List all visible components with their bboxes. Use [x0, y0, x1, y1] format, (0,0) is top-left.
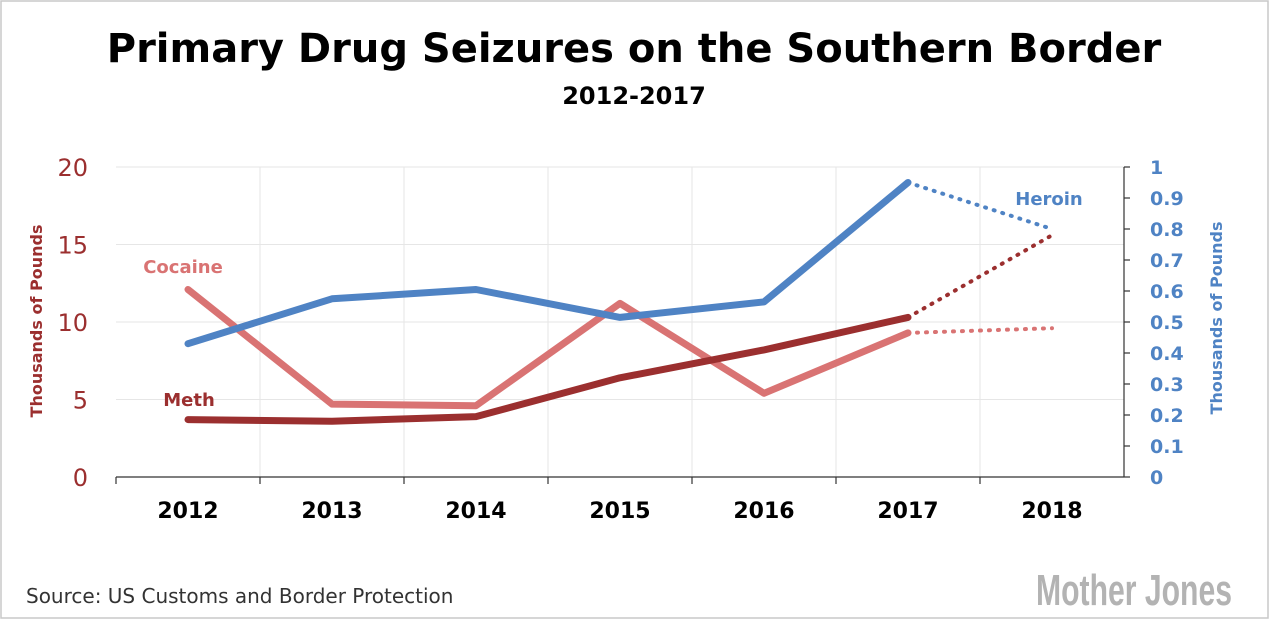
series-lines: [184, 179, 1054, 425]
left-tick-label: 15: [57, 232, 88, 260]
x-tick-label: 2014: [445, 499, 506, 524]
right-tick-label: 0.7: [1150, 250, 1184, 272]
projection-line-meth: [906, 233, 1054, 320]
right-tick-label: 0.2: [1150, 405, 1184, 427]
x-tick-label: 2016: [733, 499, 794, 524]
x-tick-label: 2017: [877, 499, 938, 524]
left-tick-label: 0: [73, 464, 88, 492]
series-label-heroin: Heroin: [1015, 189, 1083, 210]
gridlines: [116, 166, 1124, 477]
chart-title: Primary Drug Seizures on the Southern Bo…: [107, 26, 1162, 72]
right-tick-label: 0.9: [1150, 188, 1184, 210]
left-axis-label: Thousands of Pounds: [27, 225, 46, 418]
chart-subtitle: 2012-2017: [562, 82, 706, 110]
series-label-meth: Meth: [163, 390, 215, 411]
mother-jones-logo: Mother Jones: [1036, 566, 1232, 615]
right-tick-label: 1: [1150, 157, 1163, 179]
left-tick-label: 10: [57, 309, 88, 337]
x-tick-label: 2013: [301, 499, 362, 524]
right-tick-label: 0.3: [1150, 374, 1184, 396]
right-tick-label: 0.4: [1150, 343, 1184, 365]
left-tick-label: 5: [73, 387, 88, 415]
series-line-cocaine: [184, 286, 912, 410]
right-tick-label: 0.5: [1150, 312, 1184, 334]
source-note: Source: US Customs and Border Protection: [26, 584, 453, 608]
right-tick-label: 0.6: [1150, 281, 1184, 303]
tick-labels: 0 5 10 15 20 0 0.1 0.2 0.3 0.4 0.5 0.6 0.7 0.8 0.9 1 201…: [57, 154, 1183, 524]
right-axis-label: Thousands of Pounds: [1207, 222, 1226, 415]
x-tick-label: 2012: [157, 499, 218, 524]
series-line-heroin: [184, 179, 912, 348]
right-tick-label: 0: [1150, 467, 1163, 489]
series-label-cocaine: Cocaine: [143, 257, 223, 278]
x-tick-label: 2015: [589, 499, 650, 524]
projection-line-cocaine: [906, 326, 1054, 335]
right-tick-label: 0.1: [1150, 436, 1184, 458]
projection-line-heroin: [906, 180, 1054, 231]
x-tick-label: 2018: [1021, 499, 1082, 524]
left-tick-label: 20: [57, 154, 88, 182]
series-line-meth: [184, 313, 912, 425]
right-tick-label: 0.8: [1150, 219, 1184, 241]
axes: [115, 166, 1130, 484]
